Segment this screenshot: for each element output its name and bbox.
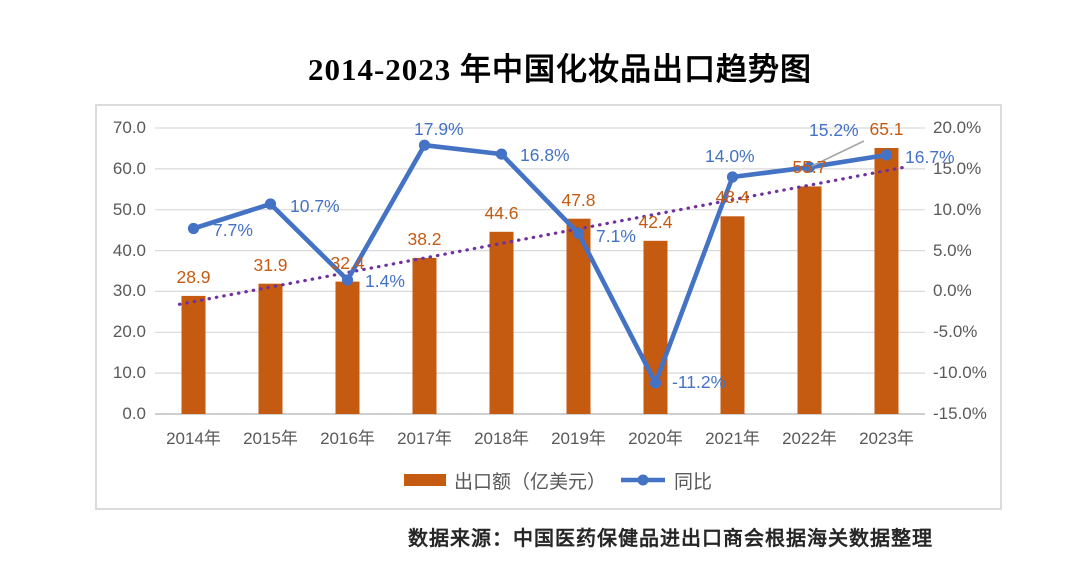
x-axis-tick: 2014年: [166, 429, 221, 448]
line-data-label: 7.1%: [596, 226, 636, 246]
line-data-label: 7.7%: [213, 220, 253, 240]
line-data-label: 17.9%: [414, 119, 464, 139]
y-axis-left-tick: 50.0: [112, 199, 146, 219]
bar-2017年: [412, 257, 437, 414]
line-marker-2020年: [649, 377, 662, 389]
line-marker-2017年: [418, 139, 431, 151]
bar-2021年: [720, 216, 745, 414]
bar-2022年: [797, 186, 822, 414]
bar-data-label: 42.4: [638, 211, 673, 232]
bar-2016年: [335, 281, 360, 414]
y-axis-left-tick: 60.0: [112, 158, 146, 178]
legend: 出口额（亿美元） 同比: [404, 469, 713, 493]
bar-data-label: 48.4: [715, 187, 750, 208]
bar-data-label: 38.2: [407, 228, 442, 249]
label-leader-line: [811, 140, 865, 167]
x-axis-tick: 2019年: [551, 429, 606, 448]
bar-2018年: [489, 231, 514, 414]
y-axis-right-tick: 0.0%: [933, 281, 972, 301]
chart-frame: [95, 104, 1002, 510]
y-axis-right-tick: 20.0%: [933, 118, 982, 137]
y-axis-right-tick: -5.0%: [933, 322, 978, 342]
line-marker-2023年: [880, 149, 893, 161]
line-marker-2016年: [341, 274, 354, 286]
trendline: [177, 165, 906, 306]
bar-data-label: 31.9: [253, 254, 288, 275]
y-axis-left-tick: 10.0: [112, 363, 146, 383]
line-marker-2018年: [495, 148, 508, 160]
line-marker-2022年: [803, 161, 816, 173]
line-series: [191, 142, 889, 386]
bar-data-label: 55.7: [792, 157, 827, 178]
y-axis-right-tick: 10.0%: [933, 199, 982, 219]
y-axis-left-tick: 0.0: [122, 404, 146, 423]
line-data-label: 16.8%: [520, 145, 570, 165]
bar-2015年: [258, 283, 283, 414]
bar-data-label: 65.1: [869, 119, 904, 140]
line-data-label: 14.0%: [705, 146, 755, 166]
y-axis-left-tick: 70.0: [112, 118, 146, 137]
y-axis-left-tick: 40.0: [112, 240, 146, 260]
y-axis-left-tick: 20.0: [112, 322, 146, 342]
legend-bar-label: 出口额（亿美元）: [454, 471, 607, 493]
bar-data-label: 28.9: [176, 266, 211, 287]
x-axis-tick: 2016年: [320, 429, 375, 448]
line-data-label: 15.2%: [809, 120, 859, 140]
bar-2023年: [874, 148, 899, 414]
line-marker-2014年: [187, 222, 200, 235]
x-axis-tick: 2018年: [474, 429, 529, 448]
y-axis-right-tick: -10.0%: [933, 363, 987, 383]
line-marker-2019年: [572, 227, 585, 239]
line-data-label: 10.7%: [290, 196, 340, 216]
bar-data-label: 44.6: [484, 202, 519, 223]
x-axis-tick: 2015年: [243, 429, 298, 448]
line-marker-2015年: [264, 198, 277, 210]
y-axis-left-tick: 30.0: [112, 281, 146, 301]
legend-line-swatch-icon: [621, 474, 666, 486]
x-axis-tick: 2023年: [859, 429, 914, 448]
y-axis-right-tick: -15.0%: [933, 404, 987, 423]
chart-title: 2014-2023 年中国化妆品出口趋势图: [307, 52, 813, 87]
line-marker-2021年: [726, 171, 739, 183]
bar-2014年: [181, 295, 206, 414]
bar-data-label: 47.8: [561, 189, 596, 210]
legend-line-label: 同比: [674, 471, 713, 493]
bar-data-label: 32.4: [330, 252, 365, 273]
x-axis-tick: 2020年: [628, 429, 683, 448]
legend-bar-swatch-icon: [404, 474, 446, 486]
line-data-label: 16.7%: [905, 147, 955, 167]
source-note: 数据来源：中国医药保健品进出口商会根据海关数据整理: [408, 528, 933, 550]
line-data-label: 1.4%: [365, 271, 405, 291]
line-data-label: -11.2%: [672, 372, 727, 392]
x-axis-tick: 2017年: [397, 429, 452, 448]
y-axis-right-tick: 15.0%: [933, 158, 982, 178]
x-axis-tick: 2022年: [782, 429, 837, 448]
y-axis-right-tick: 5.0%: [933, 240, 972, 260]
x-axis-tick: 2021年: [705, 429, 760, 448]
